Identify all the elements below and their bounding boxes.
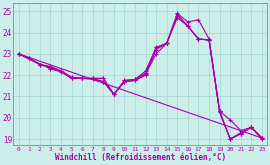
X-axis label: Windchill (Refroidissement éolien,°C): Windchill (Refroidissement éolien,°C) xyxy=(55,153,226,162)
